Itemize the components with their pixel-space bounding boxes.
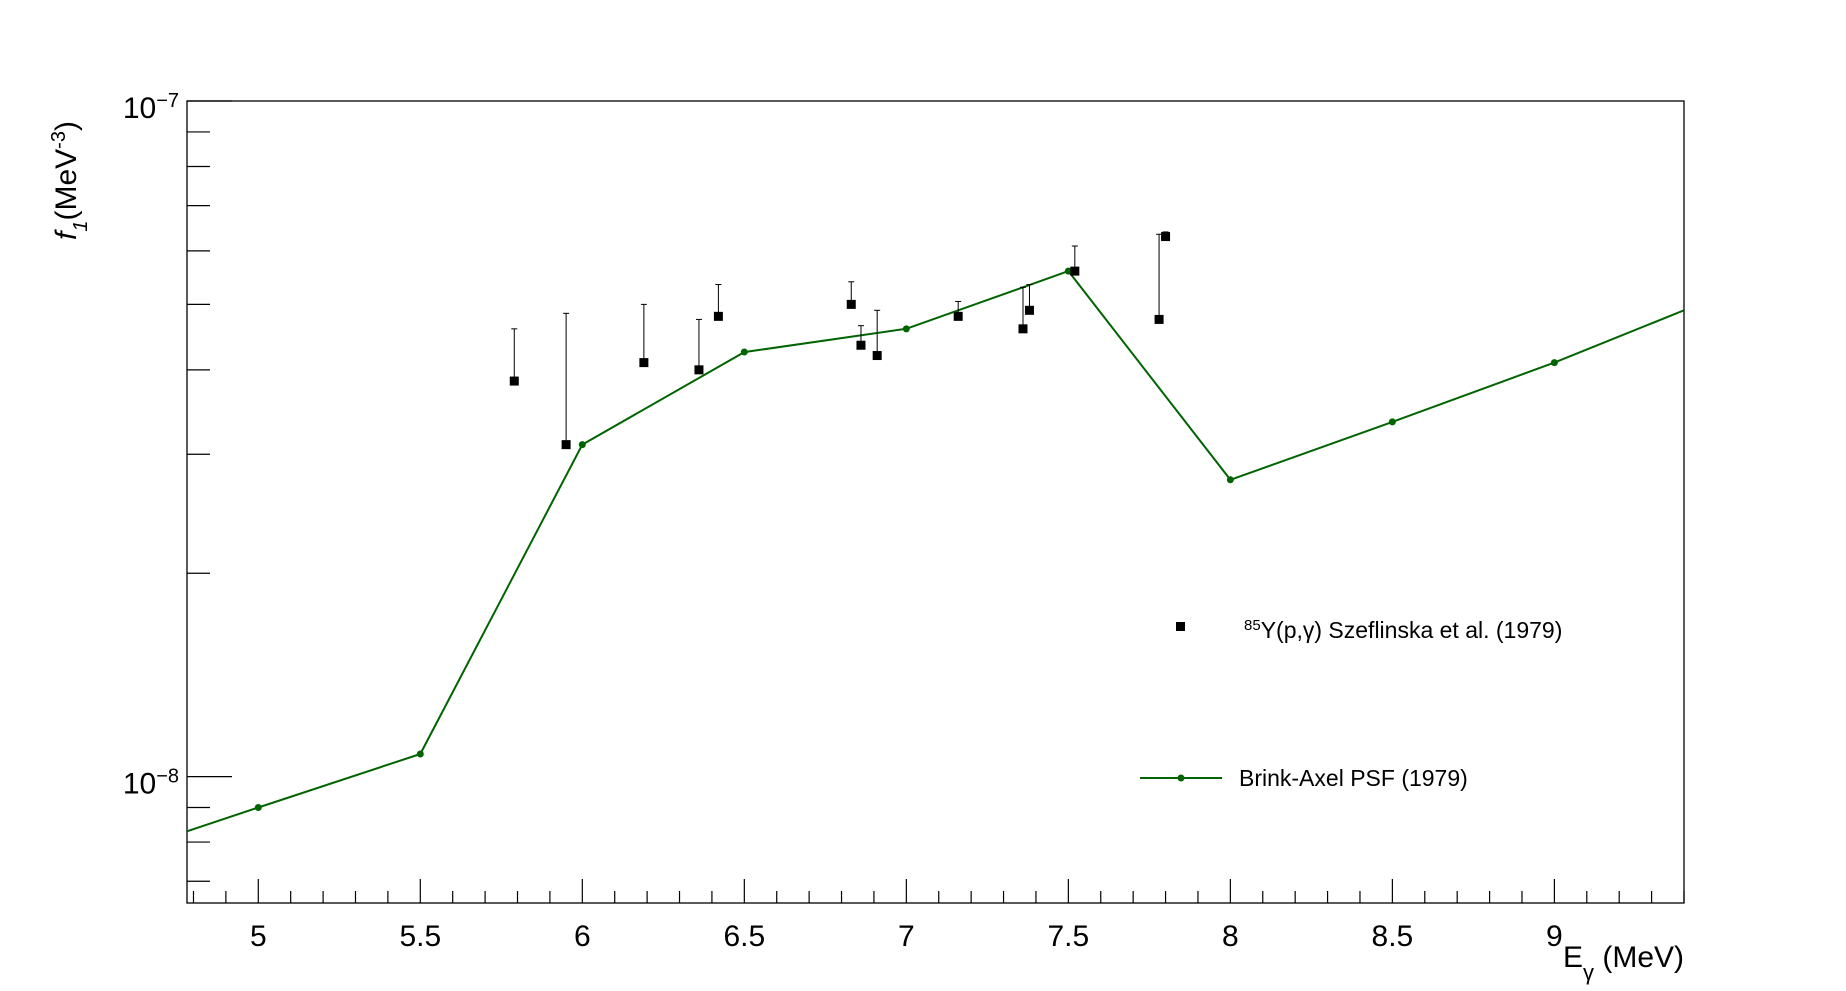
axis-ticks: [187, 100, 1685, 903]
x-tick-label: 8: [1222, 920, 1239, 953]
x-tick-label: 8.5: [1372, 920, 1414, 953]
x-axis-title-tail: (MeV): [1594, 941, 1684, 974]
legend: 85Y(p,γ) Szeflinska et al. (1979) Brink-…: [1140, 617, 1562, 791]
brink-axel-line: [187, 269, 1684, 833]
data-point: [953, 311, 963, 321]
brink-axel-point: [1388, 418, 1396, 426]
y-axis-title-main: f: [50, 229, 83, 240]
legend-marker-dot: [1177, 774, 1185, 782]
brink-axel-point: [740, 348, 748, 356]
legend-label-szeflinska-text: Y(p,γ) Szeflinska et al. (1979): [1261, 617, 1563, 643]
data-point: [694, 365, 704, 375]
y-tick-label-exponent: −7: [156, 90, 179, 112]
x-tick-labels: 5 5.5 6 6.5 7 7.5 8 8.5 9: [250, 920, 1563, 953]
data-point: [1154, 314, 1164, 324]
x-axis-title-sub: γ: [1583, 960, 1594, 985]
data-point: [856, 340, 866, 350]
y-axis-title-sub: 1: [70, 221, 92, 232]
data-point: [713, 311, 723, 321]
brink-axel-point: [1064, 267, 1072, 275]
brink-axel-point: [902, 325, 910, 333]
legend-marker-square: [1176, 622, 1185, 631]
legend-label-szeflinska: 85Y(p,γ) Szeflinska et al. (1979): [1244, 617, 1562, 644]
plot-frame: [186, 100, 1685, 904]
data-point: [1070, 266, 1080, 276]
x-tick-label: 7: [898, 920, 915, 953]
x-tick-label: 9: [1546, 920, 1563, 953]
x-tick-label: 6: [574, 920, 591, 953]
y-axis-title-close: ): [50, 121, 83, 131]
brink-axel-point: [1226, 476, 1234, 484]
y-tick-label-base: 10: [123, 768, 156, 801]
x-axis-title-main: E: [1563, 941, 1583, 974]
brink-axel-point: [254, 804, 262, 812]
szeflinska-series: [509, 231, 1171, 450]
x-tick-label: 6.5: [723, 920, 765, 953]
data-point: [1161, 232, 1171, 242]
legend-entry-brink-axel: Brink-Axel PSF (1979): [1140, 765, 1468, 791]
y-tick-label: 10−7: [123, 90, 179, 125]
brink-axel-point: [578, 441, 586, 449]
data-point: [872, 351, 882, 361]
legend-label-brink-axel: Brink-Axel PSF (1979): [1239, 765, 1468, 791]
data-point: [846, 299, 856, 309]
brink-axel-series: [187, 267, 1684, 833]
y-axis-title-tail: (MeV: [50, 149, 83, 221]
y-tick-label-exponent: −8: [156, 766, 179, 788]
y-axis-title: f1(MeV-3): [48, 121, 92, 240]
data-point: [561, 440, 571, 450]
y-tick-label-base: 10: [123, 92, 156, 125]
y-axis-title-sup: -3: [48, 131, 70, 149]
legend-label-szeflinska-sup: 85: [1244, 617, 1261, 634]
x-tick-label: 7.5: [1047, 920, 1089, 953]
data-point: [639, 358, 649, 368]
legend-entry-szeflinska: 85Y(p,γ) Szeflinska et al. (1979): [1176, 617, 1562, 644]
x-tick-label: 5.5: [399, 920, 441, 953]
brink-axel-point: [1550, 359, 1558, 367]
x-axis-title: Eγ (MeV): [1563, 941, 1684, 985]
brink-axel-point: [416, 750, 424, 758]
data-point: [1024, 305, 1034, 315]
x-tick-label: 5: [250, 920, 267, 953]
y-tick-label: 10−8: [123, 766, 179, 801]
data-point: [1018, 324, 1028, 334]
y-tick-labels: 10−710−8: [123, 90, 179, 801]
data-point: [509, 376, 519, 386]
